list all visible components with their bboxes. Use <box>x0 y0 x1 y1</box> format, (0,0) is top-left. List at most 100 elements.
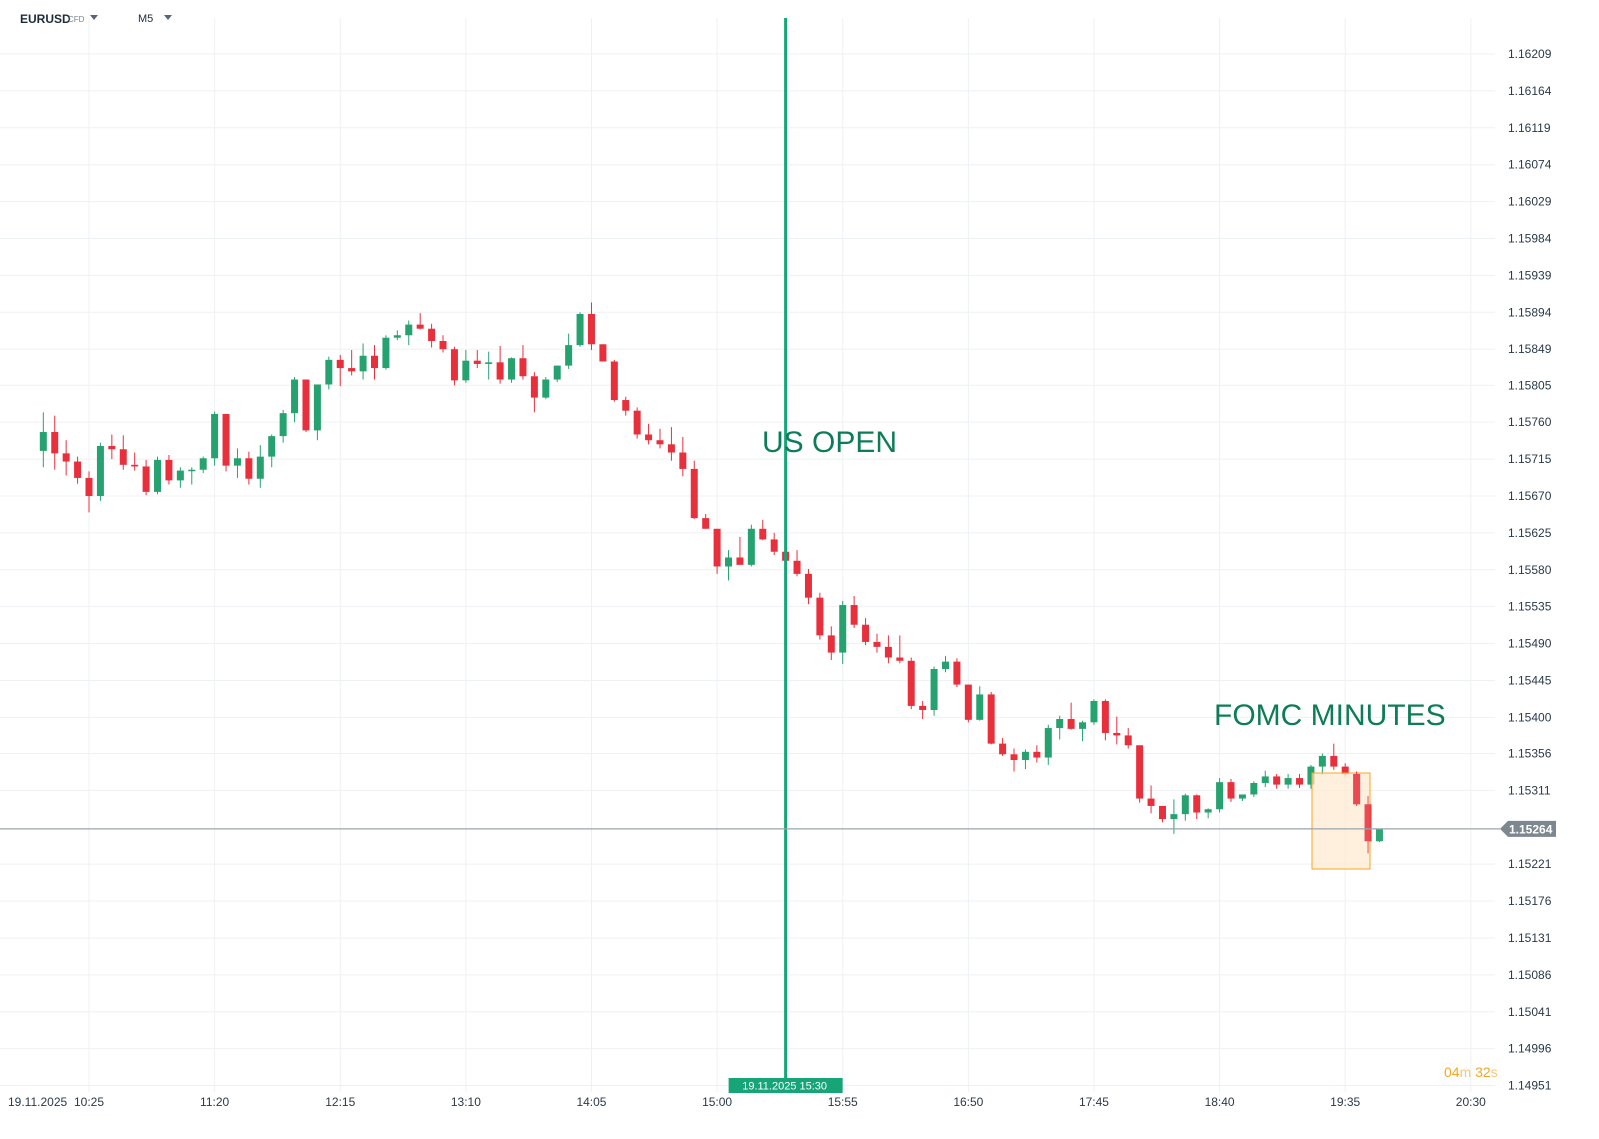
y-tick-label: 1.15984 <box>1508 232 1552 246</box>
candle-body <box>987 694 995 744</box>
countdown-minutes-unit: m <box>1459 1064 1472 1080</box>
candle-body <box>713 528 721 567</box>
y-tick-label: 1.15400 <box>1508 710 1552 724</box>
candle <box>1079 720 1087 742</box>
candle <box>542 377 550 400</box>
candle <box>565 333 573 369</box>
candle <box>519 345 527 380</box>
candle-body <box>51 432 59 454</box>
candle-body <box>405 324 413 336</box>
candle-body <box>473 360 481 364</box>
candle-body <box>211 413 219 459</box>
candle <box>725 550 733 581</box>
candle-body <box>896 657 904 661</box>
candle-body <box>1124 735 1132 746</box>
candle <box>1250 781 1258 797</box>
candle-body <box>690 468 698 519</box>
symbol-dropdown-icon[interactable] <box>90 15 98 20</box>
candle <box>1193 794 1201 820</box>
candle-body <box>1318 755 1326 767</box>
y-tick-label: 1.14996 <box>1508 1042 1552 1056</box>
candle <box>1261 770 1269 788</box>
candle-body <box>1330 755 1338 767</box>
candle-body <box>485 362 493 364</box>
candle-body <box>222 413 230 466</box>
candle <box>508 357 516 383</box>
candle-body <box>553 365 561 380</box>
candle <box>884 635 892 664</box>
candle-body <box>576 313 584 346</box>
candle-body <box>313 384 321 431</box>
candle-body <box>268 436 276 457</box>
candle-body <box>1101 700 1109 733</box>
price-axis[interactable]: 1.16209 1.16164 1.16119 1.16074 1.16029 1.159… <box>1508 47 1552 1093</box>
y-tick-label: 1.15535 <box>1508 600 1552 614</box>
y-tick-label: 1.15760 <box>1508 415 1552 429</box>
candle-body <box>1090 700 1098 723</box>
candle-body <box>1307 766 1315 785</box>
candle <box>679 436 687 477</box>
event-time-label: 19.11.2025 15:30 <box>742 1081 827 1093</box>
candle-body <box>530 376 538 398</box>
candle <box>371 345 378 380</box>
candle-body <box>850 605 858 625</box>
candle <box>1216 778 1224 813</box>
countdown-minutes: 04 <box>1444 1064 1460 1080</box>
annotation-fomc-minutes[interactable]: FOMC MINUTES <box>1214 699 1446 732</box>
timeframe-label[interactable]: M5 <box>138 13 154 25</box>
candle-body <box>302 379 310 431</box>
x-tick-label: 15:55 <box>828 1095 858 1109</box>
y-tick-label: 1.15176 <box>1508 894 1552 908</box>
candle-body <box>188 469 196 472</box>
candle-body <box>884 646 892 658</box>
candle <box>302 379 310 433</box>
candle-body <box>942 661 949 669</box>
candle <box>176 467 184 488</box>
symbol-label[interactable]: EURUSD <box>20 12 71 26</box>
chart-toolbar: EURUSD CFD M5 <box>0 0 320 36</box>
candle-body <box>371 355 378 369</box>
candle-body <box>176 470 184 481</box>
candle-body <box>1021 751 1029 761</box>
candle <box>336 354 344 387</box>
candle-body <box>622 400 630 411</box>
x-tick-label: 18:40 <box>1205 1095 1235 1109</box>
candle-body <box>907 660 915 706</box>
candle-body <box>96 445 104 496</box>
candle <box>233 448 241 478</box>
candle-body <box>348 368 356 372</box>
candle-body <box>1181 795 1189 815</box>
candle <box>405 320 413 346</box>
candle <box>1307 764 1315 789</box>
chart-grid <box>0 18 1495 1092</box>
candle-body <box>336 359 344 369</box>
candle-body <box>999 743 1007 755</box>
candle <box>816 592 824 640</box>
candle <box>108 434 116 460</box>
x-tick-label: 13:10 <box>451 1095 481 1109</box>
candle-body <box>725 557 733 567</box>
annotation-us-open[interactable]: US OPEN <box>762 426 897 459</box>
candle <box>713 528 721 574</box>
candle <box>987 691 995 745</box>
candle-body <box>953 661 961 685</box>
y-tick-label: 1.15490 <box>1508 637 1552 651</box>
timeframe-dropdown-icon[interactable] <box>164 15 172 20</box>
candle <box>736 536 744 565</box>
highlight-box[interactable] <box>1311 772 1371 870</box>
candle-body <box>508 358 516 380</box>
candle <box>1318 753 1326 775</box>
candle-body <box>679 452 687 469</box>
chart-overlays: US OPEN FOMC MINUTES 19.11.2025 15:30 1.152… <box>0 18 1556 1093</box>
candle <box>1170 799 1178 834</box>
candle <box>279 409 287 443</box>
candle <box>667 427 675 461</box>
x-tick-label: 15:00 <box>702 1095 732 1109</box>
candle-body <box>759 528 767 540</box>
time-axis[interactable]: 19.11.2025 10:25 11:20 12:15 13:10 14:05 15:00… <box>8 1095 1486 1109</box>
candle <box>999 737 1007 756</box>
candle-body <box>1033 751 1041 758</box>
candle <box>919 700 927 720</box>
candle <box>462 350 470 383</box>
